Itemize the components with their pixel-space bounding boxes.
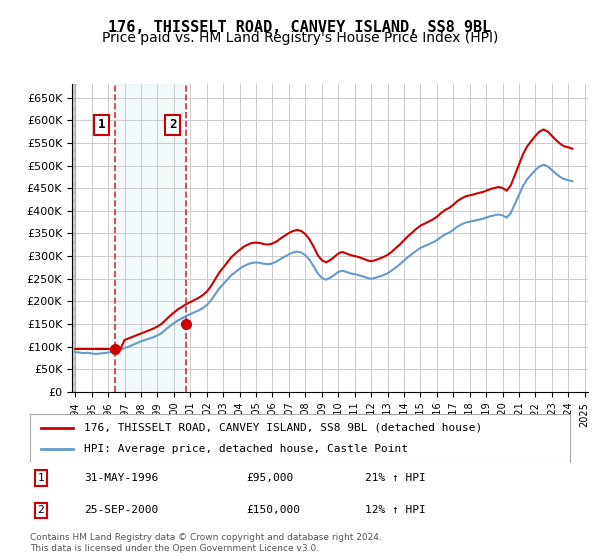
Text: 2: 2 — [37, 505, 44, 515]
Text: Price paid vs. HM Land Registry's House Price Index (HPI): Price paid vs. HM Land Registry's House … — [102, 31, 498, 45]
Text: 2: 2 — [169, 118, 176, 131]
Bar — [72, 84, 75, 392]
Text: 21% ↑ HPI: 21% ↑ HPI — [365, 473, 425, 483]
Text: £150,000: £150,000 — [246, 505, 300, 515]
Text: HPI: Average price, detached house, Castle Point: HPI: Average price, detached house, Cast… — [84, 444, 408, 454]
Text: 1: 1 — [37, 473, 44, 483]
Text: £95,000: £95,000 — [246, 473, 293, 483]
Text: 1: 1 — [98, 118, 106, 131]
Text: 12% ↑ HPI: 12% ↑ HPI — [365, 505, 425, 515]
Bar — [115, 84, 186, 392]
Text: 25-SEP-2000: 25-SEP-2000 — [84, 505, 158, 515]
Text: 176, THISSELT ROAD, CANVEY ISLAND, SS8 9BL: 176, THISSELT ROAD, CANVEY ISLAND, SS8 9… — [109, 20, 491, 35]
Text: 31-MAY-1996: 31-MAY-1996 — [84, 473, 158, 483]
Text: Contains HM Land Registry data © Crown copyright and database right 2024.
This d: Contains HM Land Registry data © Crown c… — [30, 533, 382, 553]
Text: 176, THISSELT ROAD, CANVEY ISLAND, SS8 9BL (detached house): 176, THISSELT ROAD, CANVEY ISLAND, SS8 9… — [84, 423, 482, 433]
